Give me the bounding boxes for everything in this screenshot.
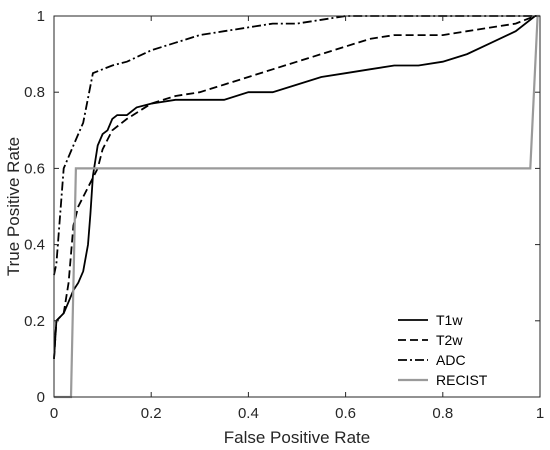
y-tick-label: 1 xyxy=(37,8,45,25)
legend: T1w T2w ADC RECIST xyxy=(398,312,488,388)
y-tick-label: 0.2 xyxy=(24,313,45,330)
x-tick-label: 0.8 xyxy=(432,405,453,422)
x-tick-label: 0.4 xyxy=(238,405,259,422)
legend-label-t1w: T1w xyxy=(436,312,463,328)
x-tick-label: 0 xyxy=(50,405,58,422)
x-axis-ticks: 0 0.2 0.4 0.6 0.8 1 xyxy=(50,16,544,422)
y-axis-title: True Positive Rate xyxy=(4,137,23,276)
plot-lines xyxy=(53,14,540,399)
y-tick-label: 0 xyxy=(37,389,45,406)
y-tick-label: 0.4 xyxy=(24,237,45,254)
x-axis-title: False Positive Rate xyxy=(224,428,370,447)
x-tick-label: 0.6 xyxy=(335,405,356,422)
series-line-t2w xyxy=(53,15,540,359)
y-axis-ticks: 0 0.2 0.4 0.6 0.8 1 xyxy=(24,8,540,406)
series-line-t1w xyxy=(53,15,540,359)
x-tick-label: 0.2 xyxy=(141,405,162,422)
legend-label-recist: RECIST xyxy=(436,372,488,388)
y-tick-label: 0.8 xyxy=(24,84,45,101)
y-tick-label: 0.6 xyxy=(24,160,45,177)
legend-label-t2w: T2w xyxy=(436,332,463,348)
plot-frame xyxy=(53,15,541,398)
series-line-recist xyxy=(54,14,540,399)
legend-label-adc: ADC xyxy=(436,352,466,368)
x-tick-label: 1 xyxy=(536,405,544,422)
